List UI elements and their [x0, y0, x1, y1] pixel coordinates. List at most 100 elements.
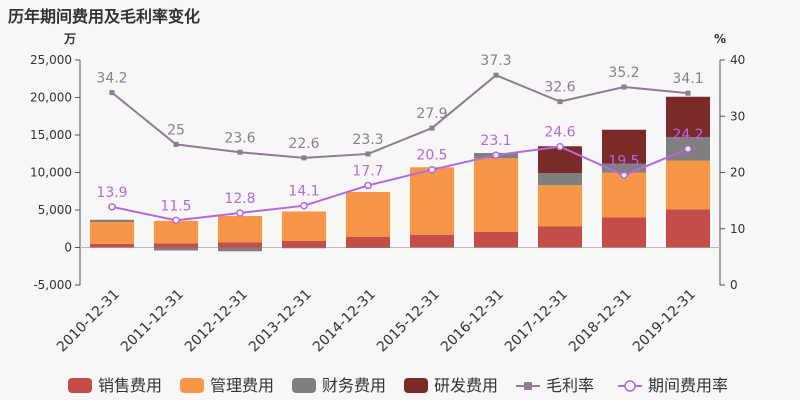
point-gross [621, 84, 627, 90]
x-tick-label: 2011-12-31 [118, 287, 187, 356]
data-label-period: 24.2 [672, 127, 703, 143]
right-tick-label: 10 [730, 222, 745, 236]
point-period [620, 171, 628, 180]
x-tick-label: 2014-12-31 [310, 287, 379, 356]
chart-title: 历年期间费用及毛利率变化 [8, 7, 201, 26]
data-label-period: 14.1 [288, 184, 319, 200]
data-label-period: 23.1 [480, 133, 511, 149]
point-period [556, 142, 564, 151]
x-tick-label: 2016-12-31 [438, 287, 507, 356]
point-gross [557, 99, 563, 105]
data-label-gross: 37.3 [480, 53, 511, 69]
left-tick-label: 10,000 [30, 166, 72, 180]
data-label-gross: 27.9 [416, 106, 447, 122]
legend-label-period: 期间费用率 [648, 376, 728, 395]
bar-sales [154, 243, 198, 248]
bar-sales [90, 243, 134, 248]
bar-admin [602, 172, 646, 218]
bar-finance [282, 247, 326, 249]
data-label-gross: 25 [167, 122, 185, 138]
data-label-period: 20.5 [416, 148, 447, 164]
x-tick-label: 2015-12-31 [374, 287, 443, 356]
bar-sales [538, 226, 582, 248]
point-period [364, 181, 372, 190]
data-label-gross: 34.2 [96, 71, 127, 87]
left-tick-label: 0 [64, 241, 72, 255]
bar-admin [538, 185, 582, 227]
data-label-gross: 23.3 [352, 132, 383, 148]
bar-admin [154, 220, 198, 244]
bar-sales [346, 237, 390, 248]
legend-label-gross: 毛利率 [546, 376, 594, 395]
point-gross [429, 125, 435, 131]
point-gross [493, 72, 499, 78]
bar-rd [602, 129, 646, 164]
left-unit-label: 万 [63, 32, 76, 46]
bar-sales [602, 217, 646, 248]
x-tick-label: 2012-12-31 [182, 287, 251, 356]
line-period [111, 145, 689, 222]
data-label-gross: 34.1 [672, 71, 703, 87]
right-tick-label: 40 [730, 53, 745, 67]
legend-label-finance: 财务费用 [322, 376, 386, 395]
legend-label-admin: 管理费用 [210, 376, 274, 395]
data-label-gross: 35.2 [608, 65, 639, 81]
point-period [684, 145, 692, 153]
point-gross [173, 141, 179, 147]
legend-marker-gross [524, 382, 532, 390]
bar-sales [410, 234, 454, 248]
bar-admin [474, 158, 518, 232]
data-label-period: 12.8 [224, 191, 255, 207]
x-tick-label: 2010-12-31 [54, 287, 123, 356]
legend-swatch-admin [180, 378, 204, 393]
left-tick-label: -5,000 [33, 278, 72, 292]
point-period [236, 209, 244, 217]
bar-rd [538, 146, 582, 174]
point-period [172, 216, 180, 225]
left-tick-label: 25,000 [30, 53, 72, 67]
right-tick-label: 20 [730, 166, 745, 180]
data-label-gross: 32.6 [544, 80, 575, 96]
data-label-period: 17.7 [352, 163, 383, 179]
point-gross [109, 90, 115, 96]
legend-swatch-sales [68, 378, 92, 393]
legend-marker-period [624, 380, 636, 392]
left-tick-label: 5,000 [38, 203, 72, 217]
point-gross [365, 151, 371, 157]
legend-swatch-finance [292, 378, 316, 393]
bar-admin [218, 216, 262, 243]
data-label-gross: 23.6 [224, 130, 255, 146]
x-tick-label: 2017-12-31 [502, 287, 571, 356]
point-gross [237, 149, 243, 155]
bar-admin [666, 160, 710, 210]
right-unit-label: % [714, 32, 726, 46]
left-tick-label: 20,000 [30, 91, 72, 105]
bar-admin [282, 211, 326, 241]
point-gross [301, 155, 307, 161]
bar-finance [218, 247, 262, 252]
data-label-gross: 22.6 [288, 136, 319, 152]
x-tick-label: 2018-12-31 [566, 287, 635, 356]
data-label-period: 19.5 [608, 153, 639, 169]
point-gross [685, 90, 691, 96]
bar-sales [474, 231, 518, 248]
bar-finance [346, 247, 390, 248]
bar-finance [602, 163, 646, 173]
legend-label-sales: 销售费用 [98, 376, 162, 395]
right-tick-label: 0 [730, 278, 738, 292]
bar-finance [154, 247, 198, 251]
bar-sales [666, 209, 710, 248]
legend-label-rd: 研发费用 [434, 376, 498, 395]
right-tick-label: 30 [730, 109, 745, 123]
bar-admin [90, 222, 134, 244]
bar-admin [410, 167, 454, 235]
data-label-period: 11.5 [160, 198, 191, 214]
data-label-period: 13.9 [96, 185, 127, 201]
x-tick-label: 2013-12-31 [246, 287, 315, 356]
bar-finance [90, 219, 134, 222]
line-gross [111, 74, 689, 159]
legend-swatch-rd [404, 378, 428, 393]
point-period [428, 165, 436, 174]
